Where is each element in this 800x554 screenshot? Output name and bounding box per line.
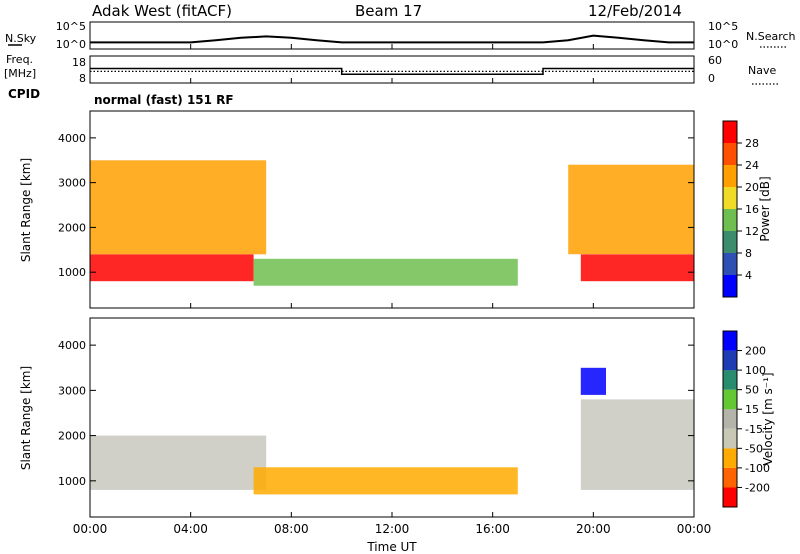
scatter-region-2 <box>253 258 518 286</box>
colorbar-tick-label: 28 <box>745 137 759 150</box>
nsky-label: N.Sky <box>5 32 37 45</box>
colorbar-tick-label: 12 <box>745 225 759 238</box>
colorbar-tick-label: 50 <box>745 384 759 397</box>
y-tick-label: 4000 <box>58 339 86 352</box>
freq-tick-bottom: 8 <box>79 72 86 85</box>
freq-unit-label: [MHz] <box>4 67 36 80</box>
colorbar-step <box>723 275 737 297</box>
power-ylabel: Slant Range [km] <box>19 158 33 262</box>
colorbar-step <box>723 389 737 410</box>
power-colorbar-label: Power [dB] <box>758 176 772 241</box>
colorbar-tick-label: -200 <box>745 481 770 494</box>
y-tick-label: 2000 <box>58 430 86 443</box>
x-tick-label: 16:00 <box>475 522 510 536</box>
colorbar-step <box>723 350 737 371</box>
colorbar-step <box>723 253 737 275</box>
cpid-value: normal (fast) 151 RF <box>94 93 234 107</box>
colorbar-step <box>723 331 737 351</box>
colorbar-tick-label: 4 <box>745 269 752 282</box>
nsky-line <box>90 34 694 44</box>
velocity-colorbar-label: Velocity [m s⁻¹] <box>761 372 775 465</box>
cpid-label: CPID <box>8 87 40 101</box>
velocity-colorbar-ticks: 200 100 50 15 -15 -50 -100 -200 <box>737 345 770 494</box>
power-colorbar-ticks: 28 24 20 16 12 8 4 <box>737 137 759 282</box>
power-panel: 4000 3000 2000 1000 Slant Range [km] <box>19 110 695 309</box>
nsearch-tick-top: 10^5 <box>708 20 738 33</box>
radar-title: Adak West (fitACF) <box>92 2 232 20</box>
scatter-region-2 <box>580 399 695 490</box>
colorbar-step <box>723 209 737 231</box>
colorbar-step <box>723 143 737 165</box>
nave-tick-top: 60 <box>708 54 722 67</box>
x-tick-label: 00:00 <box>677 522 712 536</box>
y-tick-label: 1000 <box>58 475 86 488</box>
colorbar-tick-label: 100 <box>745 364 766 377</box>
x-tick-label: 20:00 <box>576 522 611 536</box>
scatter-region-0 <box>90 254 254 282</box>
freq-line <box>90 67 694 76</box>
colorbar-tick-label: 15 <box>745 403 759 416</box>
velocity-colorbar: 200 100 50 15 -15 -50 -100 -200 Velocity [m s⁻¹… <box>722 330 775 508</box>
x-axis: 00:00 04:00 08:00 12:00 16:00 20:00 00:00 <box>73 44 712 536</box>
scatter-region-1 <box>253 467 518 495</box>
colorbar-step <box>723 409 737 429</box>
x-tick-label: 12:00 <box>375 522 410 536</box>
beam-label: Beam 17 <box>355 2 422 20</box>
y-tick-label: 2000 <box>58 221 86 234</box>
colorbar-tick-label: 200 <box>745 345 766 358</box>
y-tick-label: 3000 <box>58 384 86 397</box>
scatter-region-0 <box>90 435 267 490</box>
y-tick-label: 1000 <box>58 266 86 279</box>
colorbar-tick-label: -100 <box>745 462 770 475</box>
nave-label: Nave <box>748 64 776 77</box>
scatter-region-3 <box>580 254 695 282</box>
nsky-panel: N.Sky 10^5 10^0 10^5 10^0 N.Search <box>5 20 796 51</box>
nsearch-label: N.Search <box>746 30 796 43</box>
velocity-panel: 4000 3000 2000 1000 Slant Range [km] <box>19 317 695 518</box>
nave-tick-bottom: 0 <box>708 72 715 85</box>
x-tick-label: 00:00 <box>73 522 108 536</box>
y-tick-label: 4000 <box>58 132 86 145</box>
x-tick-label: 08:00 <box>274 522 309 536</box>
power-y-ticks: 4000 3000 2000 1000 <box>58 132 694 279</box>
scatter-region-1 <box>90 160 267 255</box>
colorbar-step <box>723 487 737 507</box>
colorbar-tick-label: -50 <box>745 442 763 455</box>
velocity-colorbar-steps <box>723 331 737 507</box>
colorbar-tick-label: 8 <box>745 247 752 260</box>
colorbar-step <box>723 428 737 449</box>
nsky-trace <box>90 34 694 44</box>
colorbar-tick-label: 16 <box>745 203 759 216</box>
scatter-region-3 <box>580 367 606 395</box>
nsky-tick-bottom: 10^0 <box>56 38 86 51</box>
power-scatter <box>90 160 695 286</box>
date-label: 12/Feb/2014 <box>588 2 682 20</box>
colorbar-step <box>723 187 737 209</box>
freq-label: Freq. <box>6 53 33 66</box>
colorbar-step <box>723 231 737 253</box>
colorbar-tick-label: -15 <box>745 423 763 436</box>
nsearch-tick-bottom: 10^0 <box>708 38 738 51</box>
scatter-region-4 <box>568 164 694 255</box>
velocity-y-ticks: 4000 3000 2000 1000 <box>58 339 694 488</box>
y-tick-label: 3000 <box>58 177 86 190</box>
colorbar-step <box>723 165 737 187</box>
colorbar-step <box>723 370 737 390</box>
power-colorbar-steps <box>723 121 737 297</box>
velocity-ylabel: Slant Range [km] <box>19 366 33 470</box>
colorbar-step <box>723 121 737 143</box>
freq-tick-top: 18 <box>72 56 86 69</box>
colorbar-tick-label: 24 <box>745 159 759 172</box>
x-axis-label: Time UT <box>366 540 417 554</box>
nsky-tick-top: 10^5 <box>56 20 86 33</box>
colorbar-step <box>723 448 737 468</box>
colorbar-step <box>723 467 737 488</box>
colorbar-tick-label: 20 <box>745 181 759 194</box>
power-colorbar: 28 24 20 16 12 8 4 Power [dB] <box>722 120 772 298</box>
x-tick-label: 04:00 <box>173 522 208 536</box>
velocity-scatter <box>90 367 695 495</box>
